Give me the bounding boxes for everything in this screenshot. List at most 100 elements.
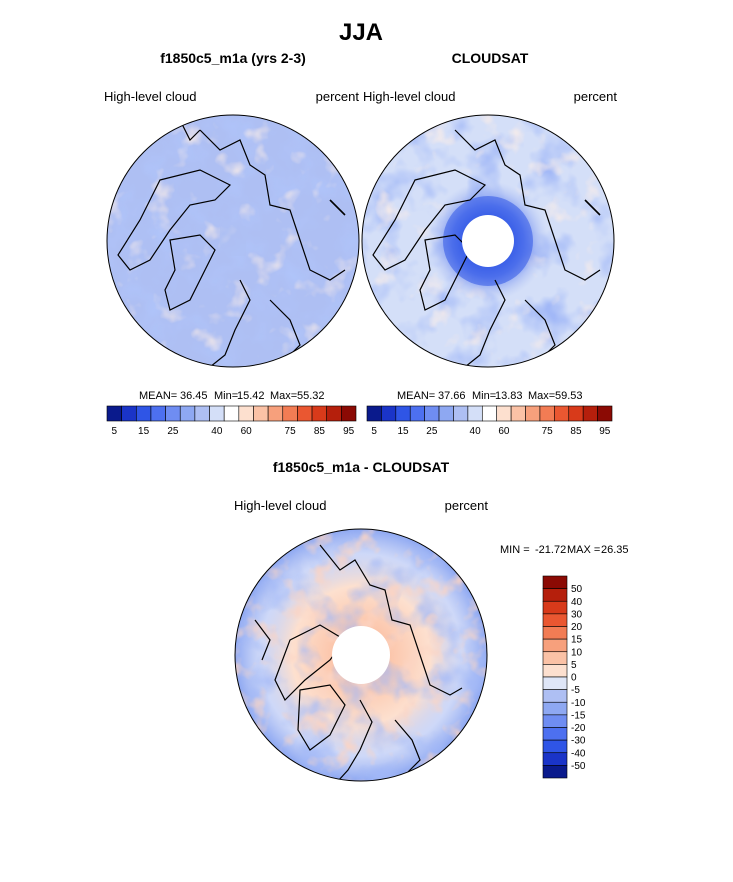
- colorbar-swatch: [542, 638, 568, 653]
- panel-obs-max-label: Max=: [528, 390, 555, 402]
- colorbar-swatch: [542, 626, 568, 640]
- colorbar-swatch: [597, 405, 613, 422]
- panel-diff-left-label: High-level cloud: [234, 498, 327, 513]
- colorbar-swatch: [542, 727, 568, 741]
- colorbar-tick-label: 95: [599, 426, 611, 437]
- colorbar-swatch: [106, 405, 122, 422]
- panel-diff-title: f1850c5_m1a - CLOUDSAT: [273, 459, 450, 475]
- panel-diff-max-value: 26.35: [601, 544, 629, 556]
- colorbar-swatch: [179, 405, 196, 422]
- colorbar-swatch: [267, 405, 284, 422]
- panel-model-right-label: percent: [316, 89, 360, 104]
- colorbar-tick-label: -40: [571, 748, 586, 759]
- colorbar-swatch: [282, 405, 298, 422]
- colorbar-swatch: [525, 405, 541, 422]
- panel-model-mean-label: MEAN=: [139, 390, 177, 402]
- panel-model-min-label: Min=: [214, 390, 238, 402]
- panel-model-colorbar: 5 15 25 40 60 75 85 95: [106, 405, 357, 437]
- colorbar-swatch: [542, 600, 568, 615]
- colorbar-tick-label: 40: [571, 597, 583, 608]
- panel-diff: f1850c5_m1a - CLOUDSAT High-level cloud …: [234, 459, 629, 782]
- figure-title: JJA: [339, 19, 383, 46]
- colorbar-swatch: [542, 739, 568, 754]
- panel-model-max-label: Max=: [270, 390, 297, 402]
- colorbar-tick-label: 15: [138, 426, 150, 437]
- panel-model-title: f1850c5_m1a (yrs 2-3): [160, 50, 306, 66]
- colorbar-swatch: [542, 575, 568, 589]
- panel-diff-field: [235, 529, 487, 781]
- panel-model-max-value: 55.32: [297, 390, 325, 402]
- colorbar-swatch: [496, 405, 512, 422]
- colorbar-swatch: [409, 405, 425, 422]
- panel-model: f1850c5_m1a (yrs 2-3) High-level cloud p…: [104, 50, 360, 437]
- panel-model-boundary: [106, 114, 360, 368]
- panel-obs-mean-value: 37.66: [438, 390, 466, 402]
- panel-diff-boundary: [234, 528, 488, 782]
- colorbar-swatch: [554, 405, 570, 422]
- colorbar-swatch: [326, 405, 342, 422]
- colorbar-swatch: [424, 405, 440, 422]
- colorbar-swatch: [542, 676, 568, 690]
- colorbar-swatch: [539, 405, 555, 422]
- colorbar-tick-label: 25: [167, 426, 179, 437]
- colorbar-tick-label: -10: [571, 698, 586, 709]
- colorbar-swatch: [542, 651, 568, 665]
- panel-obs-field: [362, 115, 614, 367]
- colorbar-swatch: [542, 765, 568, 779]
- colorbar-tick-label: 95: [343, 426, 355, 437]
- panel-obs-min-label: Min=: [472, 390, 496, 402]
- panel-obs-polar-gap: [462, 215, 514, 267]
- colorbar-tick-label: -15: [571, 710, 586, 721]
- panel-obs-colorbar: 5 15 25 40 60 75 85 95: [366, 405, 613, 437]
- colorbar-swatch: [395, 405, 411, 422]
- colorbar-swatch: [467, 405, 483, 422]
- colorbar-swatch: [341, 405, 357, 422]
- colorbar-tick-label: 75: [285, 426, 297, 437]
- colorbar-tick-label: 30: [571, 609, 583, 620]
- colorbar-tick-label: 15: [397, 426, 409, 437]
- panel-obs-max-value: 59.53: [555, 390, 583, 402]
- colorbar-tick-label: -30: [571, 736, 586, 747]
- panel-obs-boundary: [361, 114, 615, 368]
- colorbar-swatch: [165, 405, 181, 422]
- colorbar-swatch: [453, 405, 469, 422]
- colorbar-tick-label: 10: [571, 647, 583, 658]
- panel-diff-max-label: MAX =: [567, 544, 600, 556]
- panel-obs-left-label: High-level cloud: [363, 89, 456, 104]
- colorbar-tick-label: 0: [571, 673, 577, 684]
- colorbar-swatch: [542, 613, 568, 627]
- colorbar-swatch: [194, 405, 210, 422]
- panel-model-field: [107, 115, 359, 367]
- colorbar-swatch: [135, 405, 152, 422]
- colorbar-tick-label: 50: [571, 584, 583, 595]
- colorbar-swatch: [542, 714, 568, 728]
- panel-diff-polar-gap: [332, 626, 390, 684]
- colorbar-swatch: [121, 405, 137, 422]
- panel-obs-mean-label: MEAN=: [397, 390, 435, 402]
- colorbar-swatch: [510, 405, 526, 422]
- colorbar-swatch: [481, 405, 498, 422]
- panel-obs-title: CLOUDSAT: [452, 50, 529, 66]
- colorbar-swatch: [542, 689, 568, 703]
- colorbar-swatch: [223, 405, 240, 422]
- colorbar-tick-label: -5: [571, 685, 580, 696]
- colorbar-tick-label: 15: [571, 635, 583, 646]
- colorbar-tick-label: 60: [241, 426, 253, 437]
- colorbar-swatch: [297, 405, 313, 422]
- colorbar-tick-label: 20: [571, 622, 583, 633]
- colorbar-swatch: [381, 405, 397, 422]
- panel-obs-right-label: percent: [574, 89, 618, 104]
- colorbar-swatch: [582, 405, 598, 422]
- panel-obs: CLOUDSAT High-level cloud percent MEAN= …: [361, 50, 618, 437]
- colorbar-tick-label: 85: [314, 426, 326, 437]
- panel-model-min-value: 15.42: [237, 390, 265, 402]
- colorbar-swatch: [238, 405, 254, 422]
- colorbar-tick-label: 75: [542, 426, 554, 437]
- colorbar-swatch: [438, 405, 454, 422]
- colorbar-swatch: [542, 588, 568, 602]
- colorbar-tick-label: 5: [371, 426, 377, 437]
- colorbar-swatch: [150, 405, 166, 422]
- colorbar-tick-label: -20: [571, 723, 586, 734]
